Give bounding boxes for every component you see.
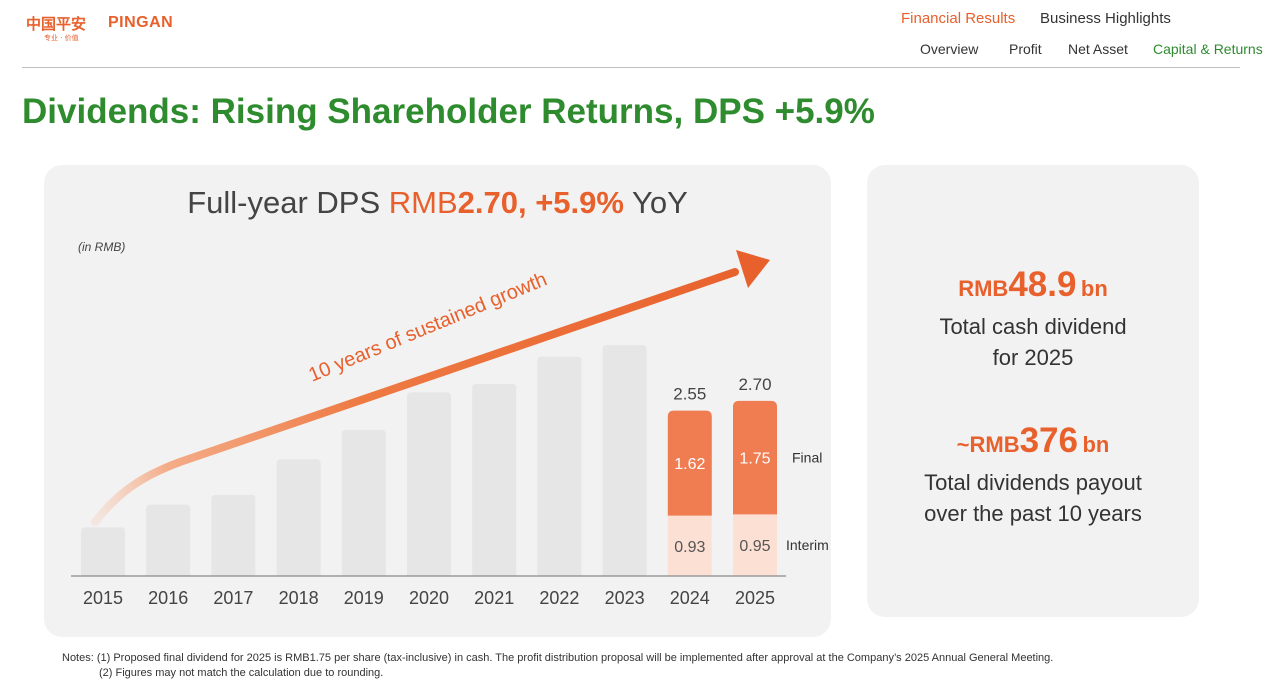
footnote-2: (2) Figures may not match the calculatio… — [99, 667, 384, 679]
stat-total-cash-dividend: RMB48.9 bn Total cash dividend for 2025 — [867, 265, 1199, 373]
nav-business-highlights[interactable]: Business Highlights — [1040, 10, 1171, 27]
tick-label-2024: 2024 — [670, 588, 710, 608]
unit-note: (in RMB) — [78, 240, 126, 254]
nav-profit[interactable]: Profit — [1009, 41, 1042, 57]
tick-label-2020: 2020 — [409, 588, 449, 608]
growth-arrow-head — [736, 250, 770, 288]
nav-overview[interactable]: Overview — [920, 41, 979, 57]
stat-desc-line: over the past 10 years — [924, 501, 1142, 526]
bar-2018 — [276, 459, 321, 576]
series-label-interim: Interim — [786, 537, 829, 553]
bar-2016 — [146, 504, 191, 576]
tick-label-2022: 2022 — [539, 588, 579, 608]
tick-label-2025: 2025 — [735, 588, 775, 608]
tick-label-2015: 2015 — [83, 588, 123, 608]
bar-2023 — [602, 345, 647, 576]
stat-suffix: bn — [1080, 276, 1108, 301]
tick-label-2023: 2023 — [605, 588, 645, 608]
data-label-2025-final: 1.75 — [739, 451, 770, 468]
bar-2021 — [472, 384, 517, 576]
stat-number: 48.9 — [1008, 265, 1077, 304]
footnote-1: Notes: (1) Proposed final dividend for 2… — [62, 652, 1054, 664]
logo-cn-text: 中国平安 — [26, 15, 87, 33]
tick-label-2018: 2018 — [279, 588, 319, 608]
series-label-final: Final — [792, 450, 822, 466]
bar-2024-interim — [667, 515, 712, 576]
stat-value: RMB48.9 bn — [867, 265, 1199, 305]
logo-en-text: PINGAN — [108, 14, 174, 31]
chart-title-suffix: YoY — [623, 185, 688, 220]
stat-number: 376 — [1019, 421, 1078, 460]
tick-label-2016: 2016 — [148, 588, 188, 608]
labels-group: 2015 2016 2017 2018 2019 2020 2021 2022 2023 1.62… — [83, 375, 829, 608]
stat-suffix: bn — [1082, 432, 1110, 457]
data-label-2024-total: 2.55 — [673, 385, 706, 404]
bar-2017 — [211, 494, 256, 576]
bar-2019 — [341, 430, 386, 576]
bar-2022 — [537, 356, 582, 576]
bars-group — [81, 345, 777, 576]
nav-net-asset[interactable]: Net Asset — [1068, 41, 1128, 57]
stat-currency: ~RMB — [956, 432, 1020, 457]
chart-title-currency: RMB — [388, 185, 458, 220]
stats-panel — [867, 165, 1199, 617]
growth-arrow-label: 10 years of sustained growth — [305, 268, 550, 386]
page-title: Dividends: Rising Shareholder Returns, D… — [22, 92, 875, 131]
chart-title: Full-year DPS RMB2.70, +5.9% YoY — [0, 185, 875, 221]
header-divider — [22, 67, 1240, 68]
growth-arrow-shaft — [91, 268, 739, 526]
nav-capital-returns[interactable]: Capital & Returns — [1153, 41, 1263, 57]
stat-currency: RMB — [958, 276, 1009, 301]
logo-tagline: 专业 · 价值 — [44, 34, 79, 42]
data-label-2024-interim: 0.93 — [674, 539, 705, 556]
bar-2015 — [81, 527, 125, 576]
chart-title-value: 2.70, +5.9% — [457, 185, 624, 220]
stat-value: ~RMB376 bn — [867, 421, 1199, 461]
data-label-2025-interim: 0.95 — [739, 538, 770, 555]
data-label-2024-final: 1.62 — [674, 456, 705, 473]
stat-desc-line: for 2025 — [992, 345, 1074, 370]
stat-desc-line: Total dividends payout — [924, 470, 1142, 495]
bar-2025-final — [733, 400, 777, 515]
chart-title-prefix: Full-year DPS — [187, 185, 389, 220]
nav-financial-results[interactable]: Financial Results — [901, 10, 1016, 27]
stat-total-dividends-payout: ~RMB376 bn Total dividends payout over t… — [867, 421, 1199, 529]
footnotes: Notes: (1) Proposed final dividend for 2… — [62, 651, 1053, 681]
bar-2020 — [407, 392, 451, 576]
stat-desc: Total cash dividend for 2025 — [867, 311, 1199, 373]
data-label-2025-total: 2.70 — [738, 375, 771, 394]
stat-desc: Total dividends payout over the past 10 … — [867, 467, 1199, 529]
bar-2024-final — [667, 410, 712, 516]
stat-desc-line: Total cash dividend — [939, 314, 1127, 339]
tick-label-2017: 2017 — [213, 588, 253, 608]
tick-label-2019: 2019 — [344, 588, 384, 608]
tick-label-2021: 2021 — [474, 588, 514, 608]
bar-2025-interim — [733, 514, 777, 576]
